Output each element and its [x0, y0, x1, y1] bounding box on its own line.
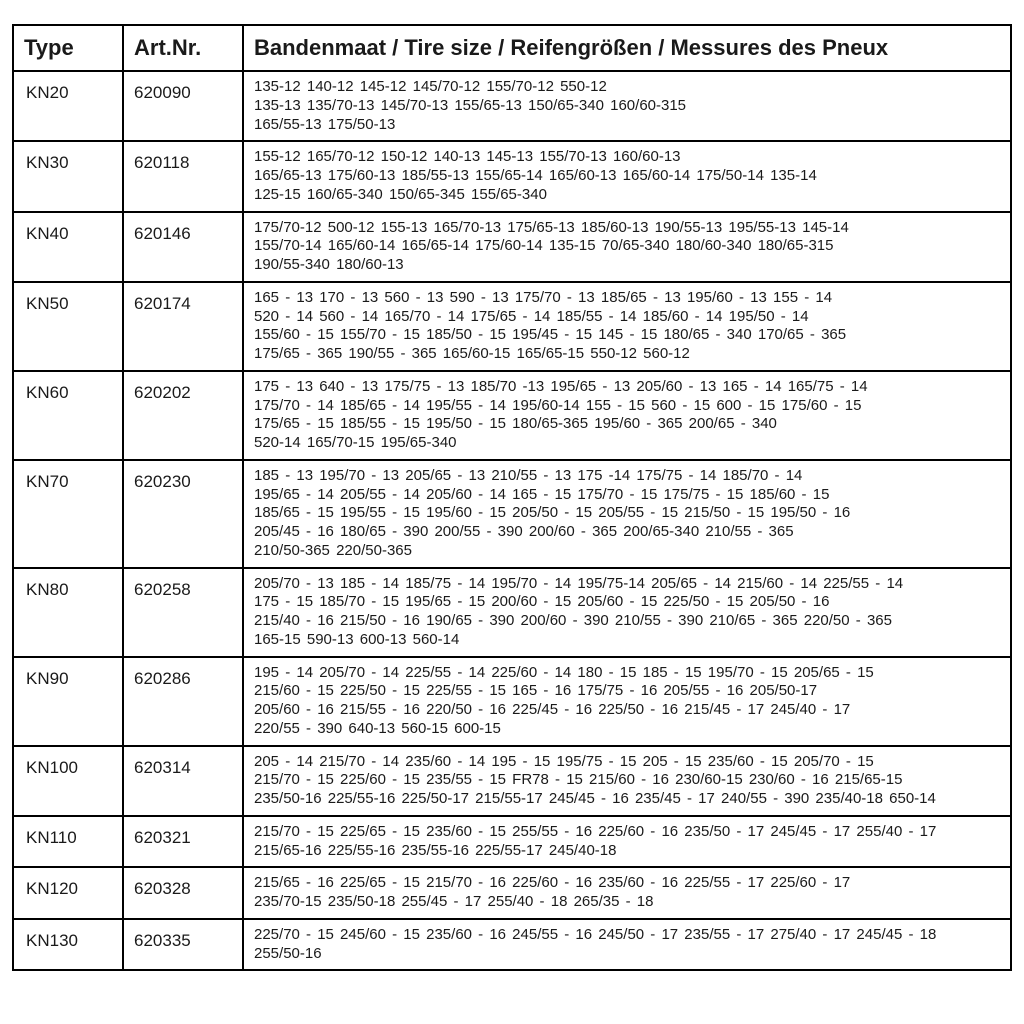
cell-type: KN30 [13, 141, 123, 211]
cell-tire-sizes: 225/70 - 15 245/60 - 15 235/60 - 16 245/… [243, 919, 1011, 971]
cell-tire-sizes: 155-12 165/70-12 150-12 140-13 145-13 15… [243, 141, 1011, 211]
cell-art-nr: 620258 [123, 568, 243, 657]
table-row: KN130620335225/70 - 15 245/60 - 15 235/6… [13, 919, 1011, 971]
cell-type: KN130 [13, 919, 123, 971]
table-row: KN90620286195 - 14 205/70 - 14 225/55 - … [13, 657, 1011, 746]
cell-tire-sizes: 185 - 13 195/70 - 13 205/65 - 13 210/55 … [243, 460, 1011, 568]
table-row: KN80620258205/70 - 13 185 - 14 185/75 - … [13, 568, 1011, 657]
cell-tire-sizes: 215/70 - 15 225/65 - 15 235/60 - 15 255/… [243, 816, 1011, 868]
cell-tire-sizes: 215/65 - 16 225/65 - 15 215/70 - 16 225/… [243, 867, 1011, 919]
table-row: KN60620202175 - 13 640 - 13 175/75 - 13 … [13, 371, 1011, 460]
col-header-sizes: Bandenmaat / Tire size / Reifengrößen / … [243, 25, 1011, 71]
cell-type: KN90 [13, 657, 123, 746]
cell-type: KN40 [13, 212, 123, 282]
cell-art-nr: 620286 [123, 657, 243, 746]
col-header-art: Art.Nr. [123, 25, 243, 71]
cell-type: KN60 [13, 371, 123, 460]
cell-art-nr: 620090 [123, 71, 243, 141]
table-row: KN100620314205 - 14 215/70 - 14 235/60 -… [13, 746, 1011, 816]
table-row: KN50620174165 - 13 170 - 13 560 - 13 590… [13, 282, 1011, 371]
table-row: KN30620118155-12 165/70-12 150-12 140-13… [13, 141, 1011, 211]
table-row: KN120620328215/65 - 16 225/65 - 15 215/7… [13, 867, 1011, 919]
cell-art-nr: 620174 [123, 282, 243, 371]
tire-size-table: Type Art.Nr. Bandenmaat / Tire size / Re… [12, 24, 1012, 971]
cell-tire-sizes: 175/70-12 500-12 155-13 165/70-13 175/65… [243, 212, 1011, 282]
cell-art-nr: 620335 [123, 919, 243, 971]
cell-type: KN20 [13, 71, 123, 141]
page: Type Art.Nr. Bandenmaat / Tire size / Re… [0, 0, 1024, 983]
table-row: KN40620146175/70-12 500-12 155-13 165/70… [13, 212, 1011, 282]
cell-art-nr: 620146 [123, 212, 243, 282]
cell-tire-sizes: 175 - 13 640 - 13 175/75 - 13 185/70 -13… [243, 371, 1011, 460]
cell-art-nr: 620118 [123, 141, 243, 211]
cell-art-nr: 620314 [123, 746, 243, 816]
cell-type: KN80 [13, 568, 123, 657]
cell-type: KN100 [13, 746, 123, 816]
cell-type: KN70 [13, 460, 123, 568]
cell-tire-sizes: 165 - 13 170 - 13 560 - 13 590 - 13 175/… [243, 282, 1011, 371]
cell-art-nr: 620202 [123, 371, 243, 460]
cell-type: KN50 [13, 282, 123, 371]
cell-tire-sizes: 135-12 140-12 145-12 145/70-12 155/70-12… [243, 71, 1011, 141]
cell-tire-sizes: 205 - 14 215/70 - 14 235/60 - 14 195 - 1… [243, 746, 1011, 816]
cell-tire-sizes: 195 - 14 205/70 - 14 225/55 - 14 225/60 … [243, 657, 1011, 746]
cell-type: KN110 [13, 816, 123, 868]
table-row: KN70620230185 - 13 195/70 - 13 205/65 - … [13, 460, 1011, 568]
cell-art-nr: 620230 [123, 460, 243, 568]
table-header-row: Type Art.Nr. Bandenmaat / Tire size / Re… [13, 25, 1011, 71]
col-header-type: Type [13, 25, 123, 71]
table-row: KN20620090135-12 140-12 145-12 145/70-12… [13, 71, 1011, 141]
table-row: KN110620321215/70 - 15 225/65 - 15 235/6… [13, 816, 1011, 868]
cell-art-nr: 620328 [123, 867, 243, 919]
cell-art-nr: 620321 [123, 816, 243, 868]
cell-tire-sizes: 205/70 - 13 185 - 14 185/75 - 14 195/70 … [243, 568, 1011, 657]
cell-type: KN120 [13, 867, 123, 919]
